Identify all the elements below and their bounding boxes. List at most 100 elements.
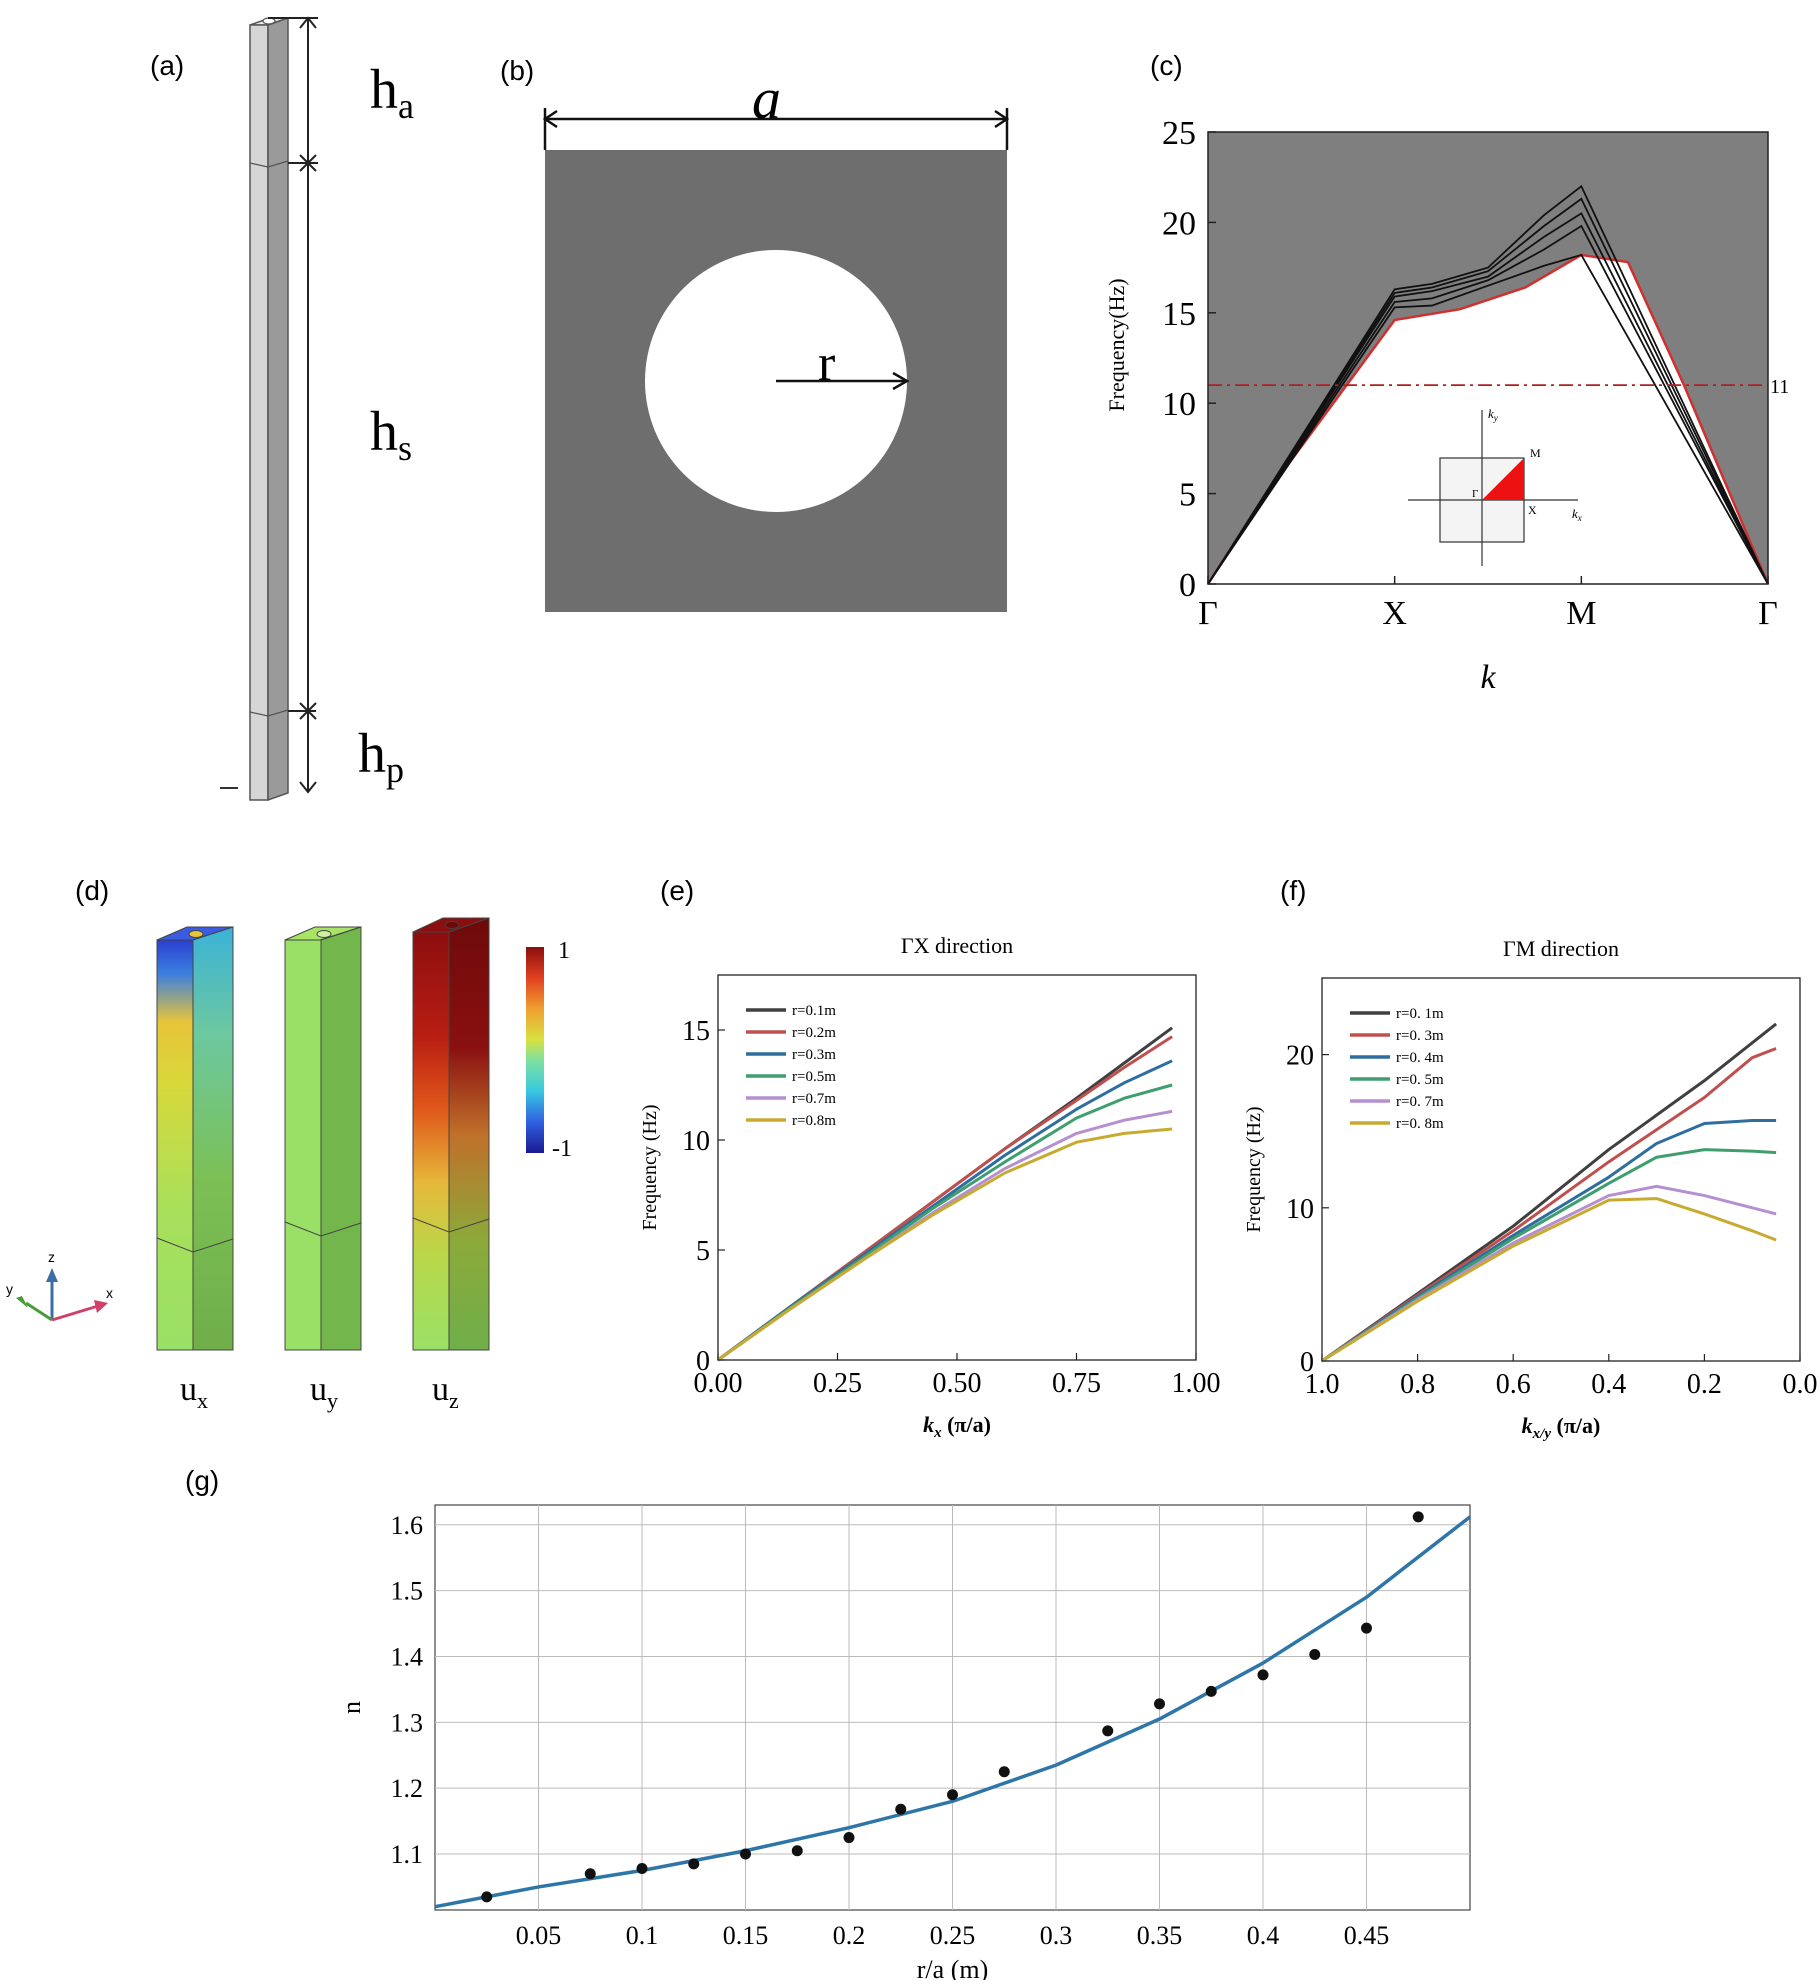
plot-f: 1.0 0.8 0.6 0.4 0.2 0.0 0 10 20 ΓM direction Frequ… xyxy=(1243,936,1818,1442)
inset-M-label: M xyxy=(1530,446,1541,460)
c-ytick-label: 20 xyxy=(1162,205,1196,242)
e-xtick-label: 0.75 xyxy=(1052,1368,1101,1399)
legend-label-2: r=0.3m xyxy=(792,1047,836,1063)
fit-curve xyxy=(434,1515,1472,1909)
g-ytick-label: 1.2 xyxy=(391,1774,424,1803)
panel-d: (d) 1 -1 ux uy xyxy=(6,875,572,1413)
band-line-4 xyxy=(1207,197,1769,585)
e-title: ΓX direction xyxy=(901,933,1013,958)
c-xtick-label: Γ xyxy=(1198,595,1218,632)
data-point xyxy=(998,1766,1010,1778)
plot-c-frame xyxy=(1207,131,1769,585)
label-hp: hp xyxy=(358,723,404,790)
panel-e: (e) 0.00 0.25 0.50 0.75 1.00 0 5 10 15 ΓX directi… xyxy=(639,875,1221,1441)
f-xtick-label: 0.2 xyxy=(1687,1369,1722,1400)
panel-g-label: (g) xyxy=(185,1465,219,1496)
data-point xyxy=(481,1891,493,1903)
f-xtick-label: 0.8 xyxy=(1400,1369,1435,1400)
triad-x-label: x xyxy=(106,1285,113,1301)
legend-label-4: r=0.7m xyxy=(792,1091,836,1107)
label-hs: hs xyxy=(370,401,412,468)
brillouin-zone-inset: ky kx M X Γ xyxy=(1408,406,1582,566)
colorbar-min: -1 xyxy=(552,1136,572,1162)
colorbar xyxy=(526,947,544,1153)
plot-e: 0.00 0.25 0.50 0.75 1.00 0 5 10 15 ΓX direction Fr… xyxy=(639,933,1221,1441)
band-line-3 xyxy=(1207,212,1769,585)
panel-c: (c) 0 5 10 15 20 25 Γ X M Γ Frequency(Hz) k 11 ky… xyxy=(1104,50,1789,696)
column-ux xyxy=(156,926,234,1351)
series-line-2 xyxy=(1321,1118,1777,1363)
data-point xyxy=(1205,1685,1217,1697)
f-xtick-label: 0.0 xyxy=(1783,1369,1818,1400)
e-xtick-label: 0.50 xyxy=(933,1368,982,1399)
f-xlabel: kx/y (π/a) xyxy=(1522,1413,1601,1442)
data-point xyxy=(1102,1725,1114,1737)
legend-label-5: r=0.8m xyxy=(792,1113,836,1129)
g-xtick-label: 0.25 xyxy=(930,1921,976,1950)
e-ylabel: Frequency (Hz) xyxy=(639,1104,661,1230)
data-point xyxy=(1309,1648,1321,1660)
panel-f: (f) 1.0 0.8 0.6 0.4 0.2 0.0 0 10 20 ΓM direction F… xyxy=(1243,875,1818,1442)
triad-z-label: z xyxy=(48,1249,55,1265)
series-line-5 xyxy=(1321,1197,1777,1363)
c-xtick-label: X xyxy=(1382,595,1407,632)
panel-b: (b) a r xyxy=(500,55,1010,612)
data-point xyxy=(1361,1622,1372,1634)
f-ytick-label: 10 xyxy=(1286,1194,1314,1225)
data-point xyxy=(791,1845,803,1857)
e-xlabel-unit: (π/a) xyxy=(942,1412,991,1437)
g-xtick-label: 0.35 xyxy=(1137,1921,1183,1950)
data-point xyxy=(636,1863,648,1875)
g-ytick-label: 1.3 xyxy=(391,1708,424,1737)
column-seam-upper xyxy=(249,162,269,168)
series-line-0 xyxy=(1321,1022,1778,1363)
band-line-2 xyxy=(1207,224,1769,585)
legend-label-2: r=0. 4m xyxy=(1396,1050,1444,1066)
series-line-4 xyxy=(717,1109,1173,1362)
coordinate-triad: z x y xyxy=(6,1249,113,1322)
column-side-face xyxy=(267,16,289,802)
legend-label-1: r=0. 3m xyxy=(1396,1028,1444,1044)
dimension-tick-upper xyxy=(299,154,317,172)
label-ux: ux xyxy=(180,1371,208,1413)
g-xtick-label: 0.15 xyxy=(723,1921,769,1950)
label-a: a xyxy=(752,66,781,131)
g-xtick-label: 0.4 xyxy=(1247,1921,1280,1950)
plot-e-frame xyxy=(717,974,1197,1361)
data-point xyxy=(1257,1669,1269,1681)
column-uz xyxy=(412,917,490,1351)
c-ytick-label: 0 xyxy=(1179,567,1196,604)
e-xtick-label: 0.00 xyxy=(694,1368,743,1399)
panel-c-label: (c) xyxy=(1150,50,1183,81)
data-point xyxy=(843,1832,855,1844)
e-xtick-label: 0.25 xyxy=(813,1368,862,1399)
f-xtick-label: 0.6 xyxy=(1496,1369,1531,1400)
legend-label-0: r=0.1m xyxy=(792,1003,836,1019)
g-xtick-label: 0.05 xyxy=(516,1921,562,1950)
inset-X-label: X xyxy=(1528,503,1537,517)
series-line-3 xyxy=(1321,1148,1777,1363)
plot-g: 0.05 0.1 0.15 0.2 0.25 0.3 0.35 0.4 0.45 1.1 1.2 1.… xyxy=(337,1504,1472,1980)
legend-label-5: r=0. 8m xyxy=(1396,1116,1444,1132)
e-xtick-label: 1.00 xyxy=(1172,1368,1221,1399)
e-ytick-label: 0 xyxy=(696,1346,710,1377)
colorbar-max: 1 xyxy=(558,938,570,964)
f-title: ΓM direction xyxy=(1503,936,1619,961)
series-line-5 xyxy=(717,1127,1173,1362)
g-xtick-label: 0.3 xyxy=(1040,1921,1073,1950)
g-xtick-label: 0.1 xyxy=(626,1921,659,1950)
data-point xyxy=(895,1803,907,1815)
g-xtick-label: 0.45 xyxy=(1344,1921,1390,1950)
column-front-face xyxy=(249,24,269,801)
panel-a: (a) ha hs hp xyxy=(150,16,414,802)
f-xlabel-sub: x/y xyxy=(1532,1426,1552,1442)
legend-label-3: r=0.5m xyxy=(792,1069,836,1085)
panel-f-label: (f) xyxy=(1280,875,1306,906)
panel-b-label: (b) xyxy=(500,55,534,86)
data-point xyxy=(1412,1511,1424,1523)
legend-label-4: r=0. 7m xyxy=(1396,1094,1444,1110)
plot-c-axes: 0 5 10 15 20 25 Γ X M Γ xyxy=(1162,115,1778,632)
e-xlabel-k: k xyxy=(923,1412,934,1437)
f-xtick-label: 0.4 xyxy=(1591,1369,1626,1400)
